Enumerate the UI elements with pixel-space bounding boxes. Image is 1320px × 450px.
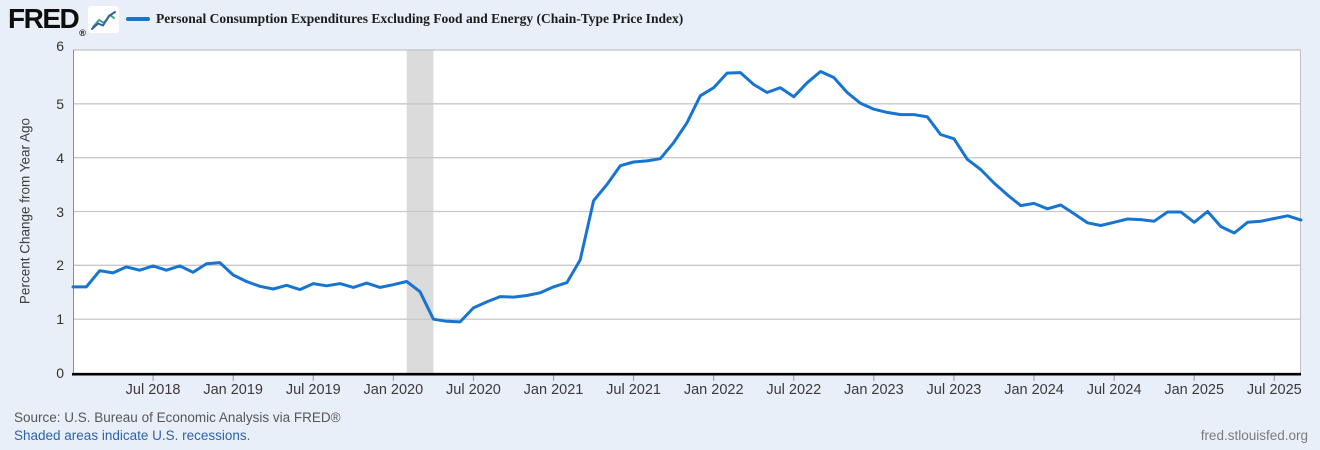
- x-tick-label: Jul 2018: [125, 382, 181, 398]
- x-tick-label: Jan 2019: [203, 382, 263, 398]
- x-tick-label: Jul 2021: [606, 382, 661, 398]
- x-tick-label: Jan 2024: [1004, 382, 1064, 398]
- source-note: Source: U.S. Bureau of Economic Analysis…: [14, 410, 341, 425]
- y-tick-label: 0: [56, 365, 64, 381]
- x-tick-label: Jan 2020: [363, 382, 424, 398]
- series-title[interactable]: Personal Consumption Expenditures Exclud…: [156, 11, 684, 26]
- x-tick-label: Jan 2023: [844, 382, 904, 398]
- fred-logo[interactable]: FRED®: [8, 3, 86, 38]
- recession-note-link[interactable]: Shaded areas indicate U.S. recessions.: [14, 428, 251, 443]
- y-tick-label: 2: [56, 257, 64, 274]
- x-tick-label: Jul 2022: [766, 382, 822, 398]
- y-tick-label: 6: [56, 38, 64, 54]
- fred-site-link[interactable]: fred.stlouisfed.org: [1200, 428, 1308, 443]
- line-chart-icon: [88, 6, 119, 33]
- x-tick-label: Jan 2021: [523, 382, 584, 398]
- y-tick-label: 4: [56, 149, 64, 166]
- legend-line-swatch: [126, 17, 150, 21]
- x-tick-label: Jan 2022: [683, 382, 744, 398]
- y-tick-label: 5: [56, 95, 64, 112]
- x-tick-label: Jul 2025: [1246, 382, 1302, 398]
- x-tick-label: Jul 2019: [285, 382, 341, 398]
- x-tick-label: Jan 2025: [1164, 382, 1225, 398]
- fred-logo-text: FRED: [8, 3, 80, 34]
- y-tick-label: 3: [56, 203, 64, 220]
- x-tick-label: Jul 2024: [1086, 382, 1142, 398]
- x-tick-label: Jul 2023: [926, 382, 982, 398]
- series-line: [71, 70, 1303, 324]
- y-tick-label: 1: [56, 311, 64, 328]
- x-tick-label: Jul 2020: [446, 382, 501, 398]
- registered-mark: ®: [79, 28, 86, 38]
